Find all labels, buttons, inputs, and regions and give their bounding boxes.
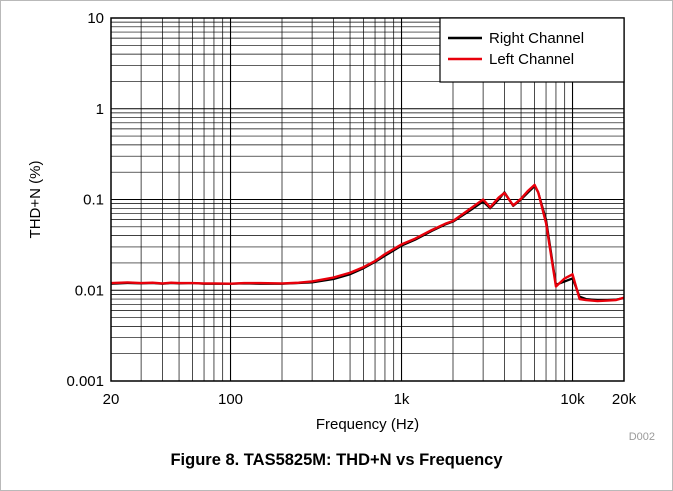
x-tick-label: 1k [394,391,410,408]
y-axis-label: THD+N (%) [27,161,44,239]
legend-label-left-channel: Left Channel [489,51,574,68]
y-tick-label: 0.01 [75,282,104,299]
figure-caption: Figure 8. TAS5825M: THD+N vs Frequency [170,451,503,469]
series-layer [110,183,625,303]
plot-area-border [110,17,625,382]
x-tick-label: 100 [218,391,243,408]
x-tick-label: 20 [103,391,120,408]
x-tick-label: 10k [560,391,585,408]
legend: Right Channel Left Channel [439,17,625,83]
x-axis-ticks: 20 100 1k 10k 20k [103,391,637,408]
legend-label-right-channel: Right Channel [489,30,584,47]
series-line-left-channel [110,183,625,303]
y-tick-label: 10 [87,10,104,27]
figure-code: D002 [629,431,655,443]
y-tick-label: 0.1 [83,192,104,209]
x-tick-label: 20k [612,391,637,408]
legend-box [439,17,625,83]
thd-frequency-chart: 20 100 1k 10k 20k 0.001 0.01 0.1 1 10 Frequency … [27,10,655,443]
y-tick-label: 1 [96,101,104,118]
y-tick-label: 0.001 [66,373,104,390]
y-axis-ticks: 0.001 0.01 0.1 1 10 [66,10,104,390]
x-axis-label: Frequency (Hz) [316,416,419,433]
